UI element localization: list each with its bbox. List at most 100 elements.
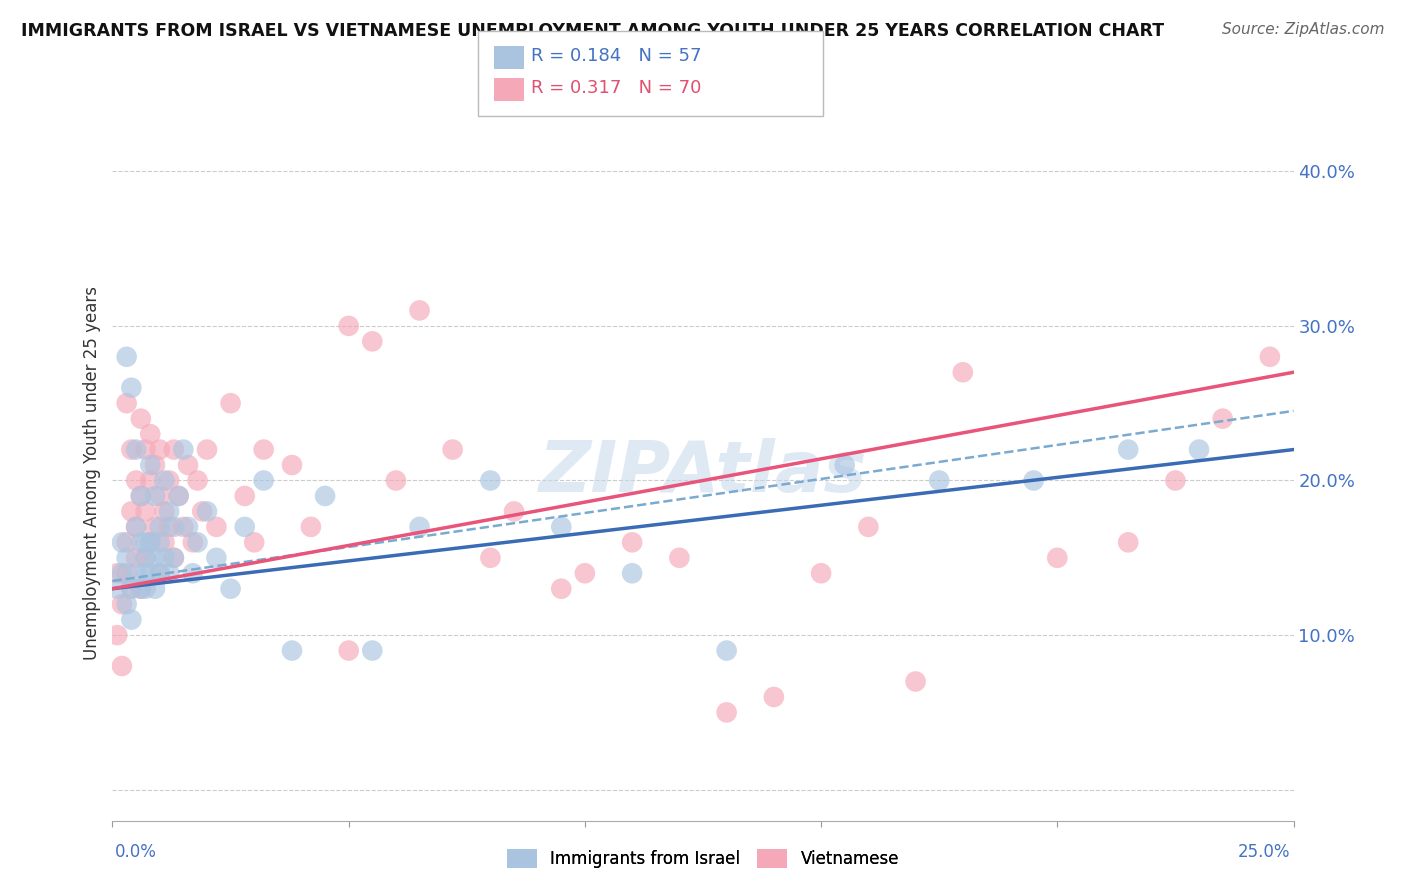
Point bbox=[139, 458, 162, 472]
Point bbox=[810, 566, 832, 581]
Point bbox=[858, 520, 880, 534]
Point bbox=[172, 520, 194, 534]
Point bbox=[125, 520, 148, 534]
Point bbox=[149, 489, 172, 503]
Point bbox=[928, 474, 950, 488]
Point bbox=[1212, 411, 1234, 425]
Point bbox=[186, 535, 208, 549]
Text: Source: ZipAtlas.com: Source: ZipAtlas.com bbox=[1222, 22, 1385, 37]
Point bbox=[129, 489, 152, 503]
Point bbox=[115, 566, 138, 581]
Point bbox=[129, 489, 152, 503]
Point bbox=[177, 520, 200, 534]
Point bbox=[105, 566, 128, 581]
Point bbox=[195, 504, 218, 518]
Point bbox=[143, 489, 166, 503]
Point bbox=[120, 504, 142, 518]
Point bbox=[143, 582, 166, 596]
Point bbox=[139, 535, 162, 549]
Point bbox=[716, 706, 738, 720]
Point bbox=[135, 582, 157, 596]
Point bbox=[181, 535, 204, 549]
Point bbox=[195, 442, 218, 457]
Point bbox=[111, 597, 134, 611]
Point bbox=[181, 566, 204, 581]
Point bbox=[129, 582, 152, 596]
Point bbox=[550, 582, 572, 596]
Point bbox=[408, 303, 430, 318]
Point bbox=[314, 489, 336, 503]
Point bbox=[233, 520, 256, 534]
Point bbox=[125, 520, 148, 534]
Point bbox=[129, 535, 152, 549]
Text: R = 0.317   N = 70: R = 0.317 N = 70 bbox=[531, 79, 702, 97]
Point bbox=[172, 442, 194, 457]
Point bbox=[479, 550, 502, 565]
Point bbox=[149, 566, 172, 581]
Point bbox=[139, 535, 162, 549]
Point bbox=[952, 365, 974, 379]
Point bbox=[1188, 442, 1211, 457]
Point bbox=[125, 474, 148, 488]
Point bbox=[219, 582, 242, 596]
Point bbox=[111, 535, 134, 549]
Point bbox=[163, 550, 186, 565]
Point bbox=[177, 458, 200, 472]
Point bbox=[120, 442, 142, 457]
Point bbox=[115, 550, 138, 565]
Point bbox=[281, 458, 304, 472]
Point bbox=[125, 566, 148, 581]
Point bbox=[105, 628, 128, 642]
Point bbox=[1164, 474, 1187, 488]
Text: IMMIGRANTS FROM ISRAEL VS VIETNAMESE UNEMPLOYMENT AMONG YOUTH UNDER 25 YEARS COR: IMMIGRANTS FROM ISRAEL VS VIETNAMESE UNE… bbox=[21, 22, 1164, 40]
Text: ZIPAtlas: ZIPAtlas bbox=[538, 438, 868, 508]
Y-axis label: Unemployment Among Youth under 25 years: Unemployment Among Youth under 25 years bbox=[83, 285, 101, 660]
Point bbox=[149, 535, 172, 549]
Point bbox=[139, 427, 162, 442]
Point bbox=[191, 504, 214, 518]
Point bbox=[105, 582, 128, 596]
Point bbox=[143, 520, 166, 534]
Point bbox=[1022, 474, 1045, 488]
Point bbox=[163, 442, 186, 457]
Point bbox=[125, 442, 148, 457]
Point bbox=[219, 396, 242, 410]
Point bbox=[115, 597, 138, 611]
Point bbox=[153, 550, 176, 565]
Point bbox=[167, 489, 190, 503]
Text: 25.0%: 25.0% bbox=[1239, 843, 1291, 861]
Point bbox=[281, 643, 304, 657]
Point bbox=[205, 550, 228, 565]
Point bbox=[149, 566, 172, 581]
Point bbox=[716, 643, 738, 657]
Point bbox=[762, 690, 785, 704]
Point bbox=[503, 504, 526, 518]
Point bbox=[167, 489, 190, 503]
Text: R = 0.184   N = 57: R = 0.184 N = 57 bbox=[531, 47, 702, 65]
Point bbox=[129, 582, 152, 596]
Point bbox=[135, 504, 157, 518]
Point bbox=[163, 550, 186, 565]
Point bbox=[1258, 350, 1281, 364]
Point bbox=[135, 550, 157, 565]
Point bbox=[186, 474, 208, 488]
Point bbox=[120, 613, 142, 627]
Point bbox=[120, 582, 142, 596]
Point bbox=[253, 474, 276, 488]
Point bbox=[157, 566, 180, 581]
Point bbox=[1116, 442, 1139, 457]
Point bbox=[163, 520, 186, 534]
Point bbox=[139, 474, 162, 488]
Point bbox=[337, 318, 360, 333]
Point bbox=[149, 520, 172, 534]
Point bbox=[361, 334, 384, 349]
Point bbox=[205, 520, 228, 534]
Point bbox=[120, 381, 142, 395]
Point bbox=[143, 550, 166, 565]
Point bbox=[129, 411, 152, 425]
Point bbox=[149, 442, 172, 457]
Point bbox=[135, 535, 157, 549]
Point bbox=[408, 520, 430, 534]
Point bbox=[621, 535, 644, 549]
Point bbox=[479, 474, 502, 488]
